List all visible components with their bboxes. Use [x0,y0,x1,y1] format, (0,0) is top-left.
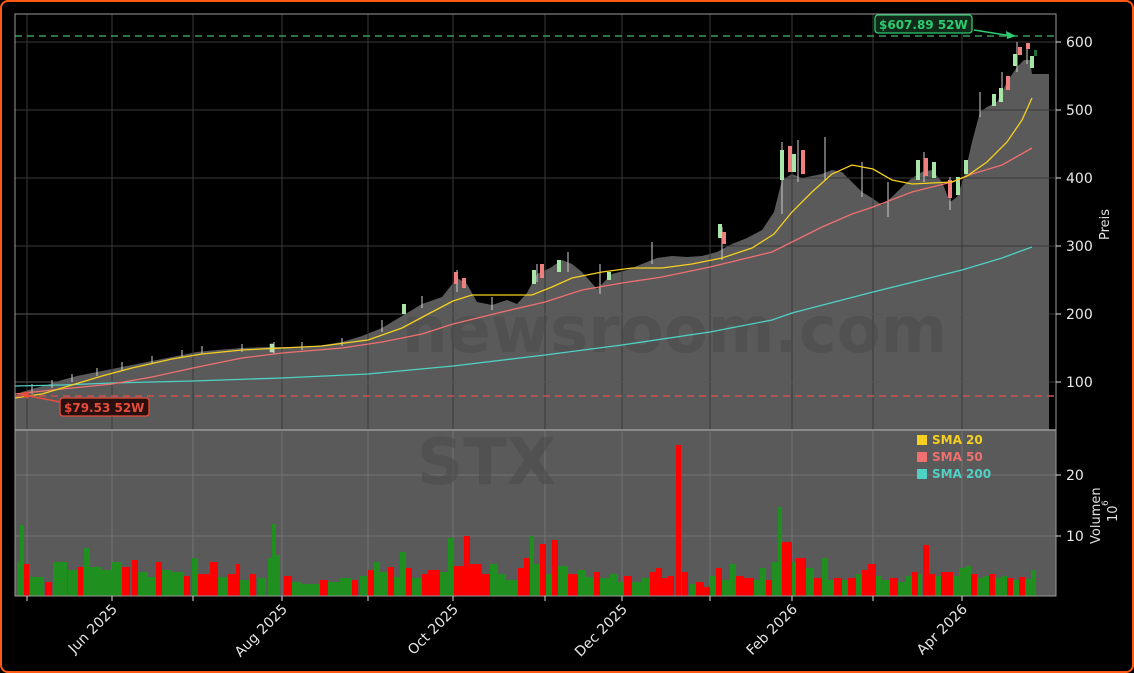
legend-sma20: SMA 20 [932,433,983,447]
volume-tick-20: 20 [1066,468,1084,484]
52w-high-label: $607.89 52W [879,18,968,32]
watermark-site: newsroom.com [402,294,947,368]
52w-low-label: $79.53 52W [64,401,144,415]
price-grid [15,14,1056,430]
price-tick-200: 200 [1066,307,1093,323]
legend-swatch-sma20 [917,435,927,445]
candle-bodies [269,43,1037,353]
x-tick-jun-2025: Jun 2025 [65,602,121,658]
x-tick-feb-2026: Feb 2026 [744,601,801,658]
52w-low-annotation: $79.53 52W [19,391,150,417]
price-tick-500: 500 [1066,103,1093,119]
legend-swatch-sma200 [917,469,927,479]
volume-axis-title: Volumen [1089,487,1104,544]
watermark-ticker: STX [417,426,556,500]
legend-sma50: SMA 50 [932,450,983,464]
price-tick-600: 600 [1066,35,1093,51]
price-panel: newsroom.com [14,13,1113,431]
52w-high-annotation: $607.89 52W [874,14,1016,39]
volume-axis-exponent: 6 [1101,500,1111,506]
x-tick-oct-2025: Oct 2025 [405,602,462,659]
price-tick-400: 400 [1066,171,1093,187]
legend-swatch-sma50 [917,452,927,462]
sma200-line [14,246,1033,387]
volume-axis-unit: 10 [1106,505,1121,522]
x-tick-apr-2026: Apr 2026 [914,601,971,658]
volume-panel: STX [14,426,1121,597]
volume-bars [17,445,1036,596]
legend: SMA 20 SMA 50 SMA 200 [917,433,991,481]
price-tick-100: 100 [1066,375,1093,391]
volume-tick-10: 10 [1066,529,1084,545]
price-grid-over-area [15,313,1049,383]
price-tick-300: 300 [1066,239,1093,255]
legend-sma200: SMA 200 [932,467,991,481]
price-area [15,60,1049,430]
x-axis: Jun 2025 Aug 2025 Oct 2025 Dec 2025 Feb … [26,596,971,661]
sma50-line [14,147,1033,395]
x-tick-dec-2025: Dec 2025 [572,602,631,661]
price-axis-title: Preis [1098,209,1113,240]
sma20-line [14,97,1033,399]
x-tick-aug-2025: Aug 2025 [232,602,291,661]
